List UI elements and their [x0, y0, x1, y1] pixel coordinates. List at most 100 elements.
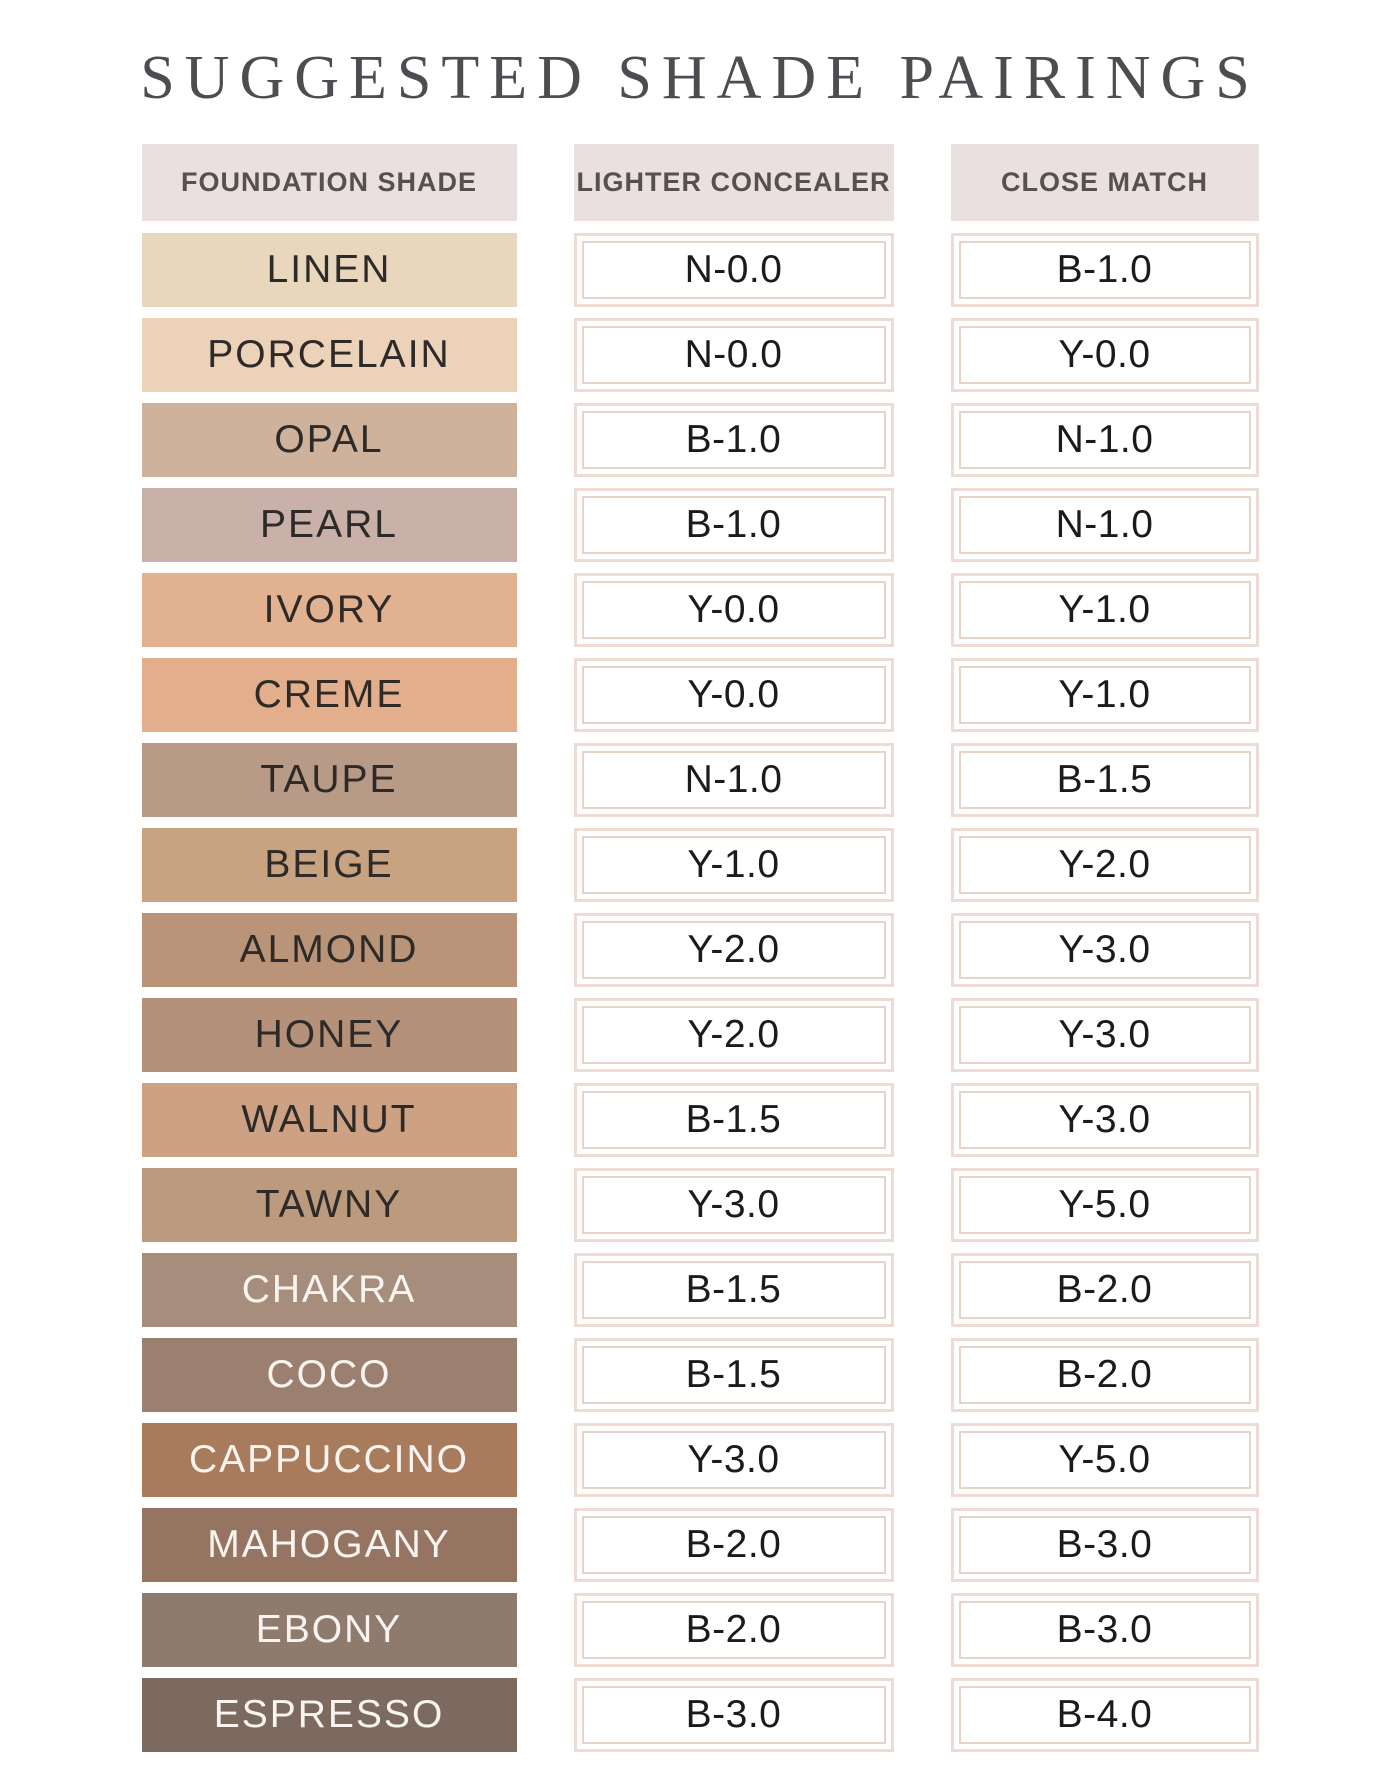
- foundation-shade-label: COCO: [266, 1353, 392, 1397]
- lighter-concealer-cell: Y-0.0: [573, 573, 894, 648]
- close-match-value: N-1.0: [1055, 418, 1154, 462]
- table-row: MAHOGANY B-2.0 B-3.0: [141, 1508, 1259, 1583]
- close-match-cell: Y-5.0: [950, 1423, 1259, 1498]
- table-row: CAPPUCCINO Y-3.0 Y-5.0: [141, 1423, 1259, 1498]
- lighter-concealer-value: N-0.0: [684, 248, 783, 292]
- close-match-cell: Y-3.0: [950, 913, 1259, 988]
- foundation-swatch: TAWNY: [141, 1168, 517, 1243]
- close-match-cell: B-3.0: [950, 1593, 1259, 1668]
- table-row: TAWNY Y-3.0 Y-5.0: [141, 1168, 1259, 1243]
- foundation-swatch: HONEY: [141, 998, 517, 1073]
- table-row: HONEY Y-2.0 Y-3.0: [141, 998, 1259, 1073]
- lighter-concealer-cell: B-1.0: [573, 403, 894, 478]
- column-header-close-match: CLOSE MATCH: [950, 144, 1259, 222]
- table-row: ALMOND Y-2.0 Y-3.0: [141, 913, 1259, 988]
- close-match-cell: B-1.0: [950, 233, 1259, 308]
- close-match-value: Y-1.0: [1058, 588, 1151, 632]
- foundation-swatch: CREME: [141, 658, 517, 733]
- lighter-concealer-value: Y-0.0: [687, 673, 780, 717]
- close-match-value: B-2.0: [1056, 1268, 1153, 1312]
- lighter-concealer-cell: N-1.0: [573, 743, 894, 818]
- foundation-swatch: COCO: [141, 1338, 517, 1413]
- foundation-shade-label: ESPRESSO: [213, 1693, 445, 1737]
- close-match-value: B-4.0: [1056, 1693, 1153, 1737]
- lighter-concealer-cell: B-1.0: [573, 488, 894, 563]
- lighter-concealer-cell: B-1.5: [573, 1083, 894, 1158]
- lighter-concealer-value: B-1.5: [685, 1098, 782, 1142]
- table-row: ESPRESSO B-3.0 B-4.0: [141, 1678, 1259, 1753]
- table-row: COCO B-1.5 B-2.0: [141, 1338, 1259, 1413]
- lighter-concealer-cell: N-0.0: [573, 318, 894, 393]
- table-row: CHAKRA B-1.5 B-2.0: [141, 1253, 1259, 1328]
- table-row: EBONY B-2.0 B-3.0: [141, 1593, 1259, 1668]
- foundation-swatch: LINEN: [141, 233, 517, 308]
- close-match-cell: N-1.0: [950, 488, 1259, 563]
- table-row: PEARL B-1.0 N-1.0: [141, 488, 1259, 563]
- close-match-cell: B-2.0: [950, 1253, 1259, 1328]
- column-header-foundation-shade: FOUNDATION SHADE: [141, 144, 517, 222]
- foundation-swatch: ALMOND: [141, 913, 517, 988]
- foundation-shade-label: TAWNY: [255, 1183, 403, 1227]
- lighter-concealer-value: B-2.0: [685, 1608, 782, 1652]
- lighter-concealer-value: N-1.0: [684, 758, 783, 802]
- lighter-concealer-value: B-1.5: [685, 1353, 782, 1397]
- close-match-cell: B-2.0: [950, 1338, 1259, 1413]
- lighter-concealer-value: Y-2.0: [687, 928, 780, 972]
- lighter-concealer-cell: N-0.0: [573, 233, 894, 308]
- foundation-shade-label: CREME: [253, 673, 405, 717]
- close-match-cell: N-1.0: [950, 403, 1259, 478]
- close-match-cell: Y-2.0: [950, 828, 1259, 903]
- close-match-cell: Y-1.0: [950, 573, 1259, 648]
- table-row: CREME Y-0.0 Y-1.0: [141, 658, 1259, 733]
- foundation-swatch: PEARL: [141, 488, 517, 563]
- lighter-concealer-value: Y-2.0: [687, 1013, 780, 1057]
- foundation-swatch: MAHOGANY: [141, 1508, 517, 1583]
- lighter-concealer-cell: Y-3.0: [573, 1168, 894, 1243]
- lighter-concealer-cell: Y-0.0: [573, 658, 894, 733]
- table-body: LINEN N-0.0 B-1.0 PORCELAIN N-0.0 Y-0.0 …: [141, 233, 1259, 1753]
- table-header-row: FOUNDATION SHADE LIGHTER CONCEALER CLOSE…: [141, 144, 1259, 222]
- foundation-shade-label: CHAKRA: [241, 1268, 417, 1312]
- lighter-concealer-value: Y-0.0: [687, 588, 780, 632]
- foundation-shade-label: BEIGE: [264, 843, 394, 887]
- foundation-shade-label: WALNUT: [241, 1098, 417, 1142]
- foundation-swatch: OPAL: [141, 403, 517, 478]
- lighter-concealer-value: B-2.0: [685, 1523, 782, 1567]
- table-row: BEIGE Y-1.0 Y-2.0: [141, 828, 1259, 903]
- lighter-concealer-cell: Y-3.0: [573, 1423, 894, 1498]
- lighter-concealer-value: B-3.0: [685, 1693, 782, 1737]
- close-match-value: Y-1.0: [1058, 673, 1151, 717]
- lighter-concealer-value: B-1.5: [685, 1268, 782, 1312]
- lighter-concealer-value: B-1.0: [685, 418, 782, 462]
- foundation-swatch: PORCELAIN: [141, 318, 517, 393]
- lighter-concealer-value: B-1.0: [685, 503, 782, 547]
- lighter-concealer-cell: B-1.5: [573, 1338, 894, 1413]
- foundation-swatch: WALNUT: [141, 1083, 517, 1158]
- foundation-shade-label: PORCELAIN: [207, 333, 451, 377]
- close-match-value: B-3.0: [1056, 1523, 1153, 1567]
- lighter-concealer-cell: B-1.5: [573, 1253, 894, 1328]
- close-match-cell: B-1.5: [950, 743, 1259, 818]
- foundation-shade-label: IVORY: [263, 588, 395, 632]
- foundation-swatch: EBONY: [141, 1593, 517, 1668]
- foundation-swatch: IVORY: [141, 573, 517, 648]
- foundation-swatch: ESPRESSO: [141, 1678, 517, 1753]
- close-match-cell: Y-5.0: [950, 1168, 1259, 1243]
- lighter-concealer-cell: B-2.0: [573, 1593, 894, 1668]
- foundation-swatch: CAPPUCCINO: [141, 1423, 517, 1498]
- close-match-cell: Y-3.0: [950, 1083, 1259, 1158]
- lighter-concealer-cell: B-2.0: [573, 1508, 894, 1583]
- close-match-value: Y-2.0: [1058, 843, 1151, 887]
- foundation-shade-label: EBONY: [255, 1608, 403, 1652]
- table-row: TAUPE N-1.0 B-1.5: [141, 743, 1259, 818]
- lighter-concealer-value: Y-3.0: [687, 1438, 780, 1482]
- column-header-lighter-concealer: LIGHTER CONCEALER: [573, 144, 894, 222]
- close-match-cell: Y-3.0: [950, 998, 1259, 1073]
- close-match-value: Y-3.0: [1058, 1013, 1151, 1057]
- foundation-shade-label: MAHOGANY: [207, 1523, 451, 1567]
- close-match-cell: B-3.0: [950, 1508, 1259, 1583]
- foundation-shade-label: PEARL: [260, 503, 398, 547]
- foundation-shade-label: ALMOND: [239, 928, 419, 972]
- foundation-shade-label: HONEY: [254, 1013, 404, 1057]
- foundation-shade-label: TAUPE: [260, 758, 398, 802]
